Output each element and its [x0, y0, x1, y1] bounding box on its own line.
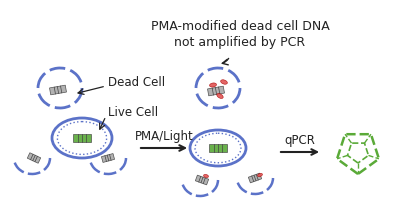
Text: PMA/Light: PMA/Light: [135, 130, 193, 143]
Ellipse shape: [204, 174, 208, 178]
Bar: [195, 175, 209, 185]
Bar: [208, 86, 224, 96]
Ellipse shape: [217, 94, 223, 98]
Text: qPCR: qPCR: [284, 134, 316, 147]
Bar: [27, 153, 41, 163]
Bar: [102, 154, 114, 162]
Bar: [73, 134, 91, 142]
Ellipse shape: [258, 173, 262, 177]
Ellipse shape: [210, 83, 216, 87]
Ellipse shape: [221, 80, 227, 84]
Bar: [248, 173, 262, 183]
Text: PMA-modified dead cell DNA: PMA-modified dead cell DNA: [151, 20, 329, 33]
Text: Dead Cell: Dead Cell: [108, 76, 165, 88]
Text: Live Cell: Live Cell: [108, 105, 158, 119]
Bar: [209, 144, 227, 152]
Text: not amplified by PCR: not amplified by PCR: [174, 36, 306, 49]
Bar: [50, 85, 66, 95]
